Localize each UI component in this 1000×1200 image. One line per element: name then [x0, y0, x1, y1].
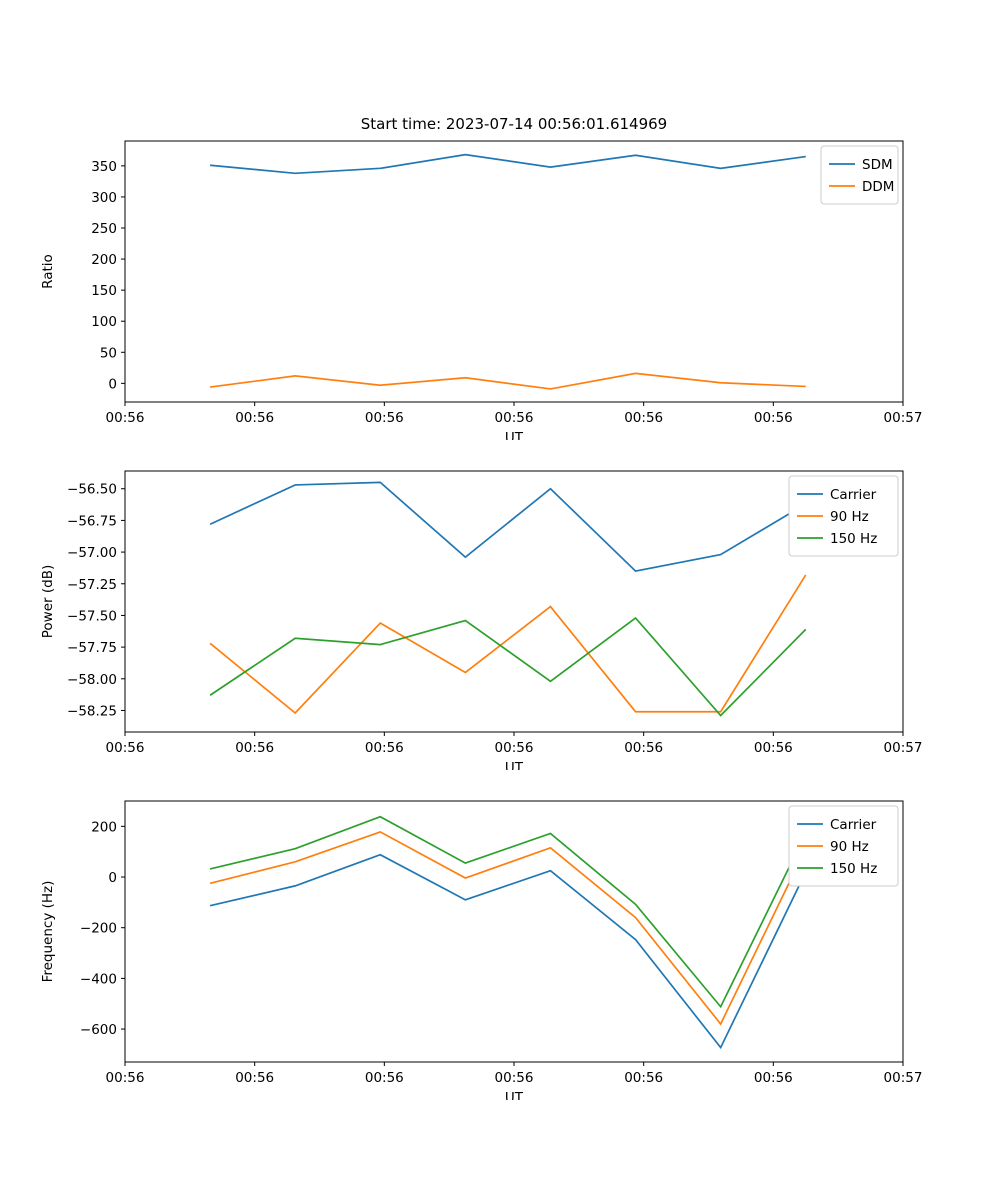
y-tick-label: 50: [100, 345, 117, 361]
x-axis-label: UT: [505, 760, 524, 770]
power-panel-canvas: 00:56 00:56 00:56 00:56 00:56 00:56 00:57 −56.5…: [40, 470, 923, 770]
y-tick-label: −56.50: [67, 482, 117, 498]
y-axis-label: Frequency (Hz): [40, 881, 56, 983]
y-tick-label: −400: [80, 971, 117, 987]
y-tick-label: −57.00: [67, 545, 117, 561]
x-tick-label: 00:56: [235, 740, 274, 756]
y-tick-label: −56.75: [67, 513, 117, 529]
series-line-carrier: [209, 481, 807, 573]
x-tick-label: 00:56: [754, 410, 793, 426]
axes-frame: [124, 140, 904, 403]
x-tick-label: 00:57: [884, 410, 923, 426]
y-tick-label: −58.00: [67, 672, 117, 688]
y-tick-label: 250: [91, 221, 117, 237]
y-tick-label: −200: [80, 921, 117, 937]
x-tick-label: 00:56: [495, 740, 534, 756]
y-tick-label: 150: [91, 283, 117, 299]
y-tick-label: 200: [91, 252, 117, 268]
series-line-ddm: [209, 372, 806, 390]
series-line-150-hz: [209, 815, 807, 1009]
x-axis-label: UT: [505, 430, 524, 440]
x-tick-label: 00:57: [884, 1070, 923, 1086]
y-tick-label: −600: [80, 1022, 117, 1038]
y-tick-label: −58.25: [67, 703, 117, 719]
y-axis-label: Power (dB): [40, 565, 56, 638]
x-tick-label: 00:56: [235, 1070, 274, 1086]
legend-label-90-hz: 90 Hz: [830, 839, 869, 855]
legend-label-carrier: Carrier: [830, 487, 877, 503]
series-line-150-hz: [209, 616, 807, 717]
y-tick-label: 200: [91, 819, 117, 835]
x-tick-label: 00:56: [495, 410, 534, 426]
x-axis-label: UT: [505, 1090, 524, 1100]
x-tick-label: 00:56: [235, 410, 274, 426]
y-tick-label: 0: [108, 870, 117, 886]
frequency-panel-canvas: 00:56 00:56 00:56 00:56 00:56 00:56 00:57 200 0 −…: [40, 800, 923, 1100]
legend-label-90-hz: 90 Hz: [830, 509, 869, 525]
ratio-panel-canvas: Start time: 2023-07-14 00:56:01.61496900…: [40, 115, 923, 440]
y-tick-label: 300: [91, 190, 117, 206]
ratio-subplot: Start time: 2023-07-14 00:56:01.614969 00…: [0, 110, 1000, 440]
x-tick-label: 00:56: [624, 740, 663, 756]
legend-box: [788, 475, 899, 557]
axes-frame: [124, 800, 904, 1063]
legend-label-150-hz: 150 Hz: [830, 531, 877, 547]
x-tick-label: 00:56: [106, 1070, 145, 1086]
series-line-90-hz: [209, 830, 807, 1026]
legend-box: [788, 805, 899, 887]
y-tick-label: 350: [91, 159, 117, 175]
legend-label-ddm: DDM: [862, 179, 894, 195]
series-line-90-hz: [209, 574, 807, 715]
legend-label-sdm: SDM: [862, 157, 893, 173]
legend-label-carrier: Carrier: [830, 817, 877, 833]
legend-box: [820, 145, 899, 205]
x-tick-label: 00:56: [365, 410, 404, 426]
x-tick-label: 00:56: [106, 410, 145, 426]
x-tick-label: 00:56: [365, 1070, 404, 1086]
x-tick-label: 00:56: [754, 740, 793, 756]
x-tick-label: 00:57: [884, 740, 923, 756]
x-tick-label: 00:56: [624, 1070, 663, 1086]
x-tick-label: 00:56: [624, 410, 663, 426]
figure-title: Start time: 2023-07-14 00:56:01.614969: [361, 115, 667, 133]
power-subplot: 00:56 00:56 00:56 00:56 00:56 00:56 00:57 −56.5…: [0, 440, 1000, 770]
y-axis-label: Ratio: [40, 254, 56, 289]
y-tick-label: 100: [91, 314, 117, 330]
y-tick-label: 0: [108, 376, 117, 392]
x-tick-label: 00:56: [754, 1070, 793, 1086]
x-tick-label: 00:56: [365, 740, 404, 756]
y-tick-label: −57.25: [67, 577, 117, 593]
y-tick-label: −57.75: [67, 640, 117, 656]
y-tick-label: −57.50: [67, 608, 117, 624]
series-line-carrier: [209, 853, 807, 1050]
series-line-sdm: [210, 153, 806, 175]
frequency-subplot: 00:56 00:56 00:56 00:56 00:56 00:56 00:57 200 0 −…: [0, 770, 1000, 1100]
legend-label-150-hz: 150 Hz: [830, 861, 877, 877]
x-tick-label: 00:56: [495, 1070, 534, 1086]
x-tick-label: 00:56: [106, 740, 145, 756]
